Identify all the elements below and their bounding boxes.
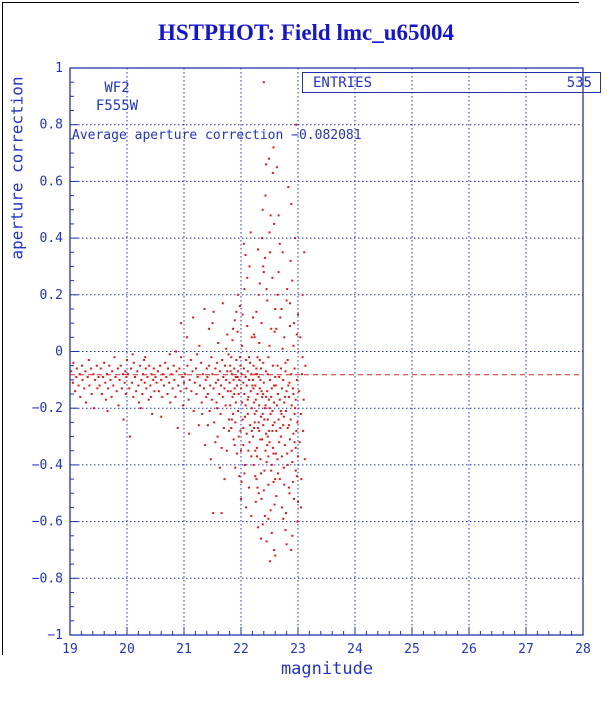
tick-label: 1 <box>55 61 63 76</box>
tick-label: 28 <box>575 642 591 657</box>
tick-label: −0.6 <box>32 515 63 530</box>
entries-box: ENTRIES 535 <box>302 72 601 93</box>
page-border-top <box>2 2 579 3</box>
tick-label: 26 <box>461 642 477 657</box>
y-axis-title: aperture correction <box>7 76 27 260</box>
x-axis-title: magnitude <box>280 659 374 679</box>
tick-label: 25 <box>404 642 420 657</box>
camera-label: WF2 <box>104 80 130 96</box>
average-aperture-correction-text: Average aperture correction −0.082081 <box>72 128 362 143</box>
tick-label: −1 <box>47 628 63 643</box>
tick-label: 23 <box>290 642 306 657</box>
tick-label: 0.8 <box>40 118 63 133</box>
filter-label: F555W <box>95 98 139 114</box>
tick-label: 0.6 <box>40 174 63 189</box>
tick-label: 0.2 <box>40 288 63 303</box>
tick-label: 0 <box>55 345 63 360</box>
tick-label: 21 <box>176 642 192 657</box>
tick-label: −0.8 <box>32 571 63 586</box>
tick-label: 0.4 <box>40 231 64 246</box>
entries-label: ENTRIES <box>313 74 373 91</box>
entries-value: 535 <box>566 74 592 91</box>
tick-label: −0.2 <box>32 401 63 416</box>
tick-label: 27 <box>518 642 534 657</box>
scatter-points <box>70 81 307 563</box>
tick-label: −0.4 <box>32 458 63 473</box>
tick-label: 20 <box>119 642 135 657</box>
tick-label: 19 <box>62 642 78 657</box>
page-border-left <box>2 2 3 655</box>
tick-label: 24 <box>347 642 363 657</box>
tick-label: 22 <box>233 642 249 657</box>
page-title: HSTPHOT: Field lmc_u65004 <box>157 20 455 45</box>
